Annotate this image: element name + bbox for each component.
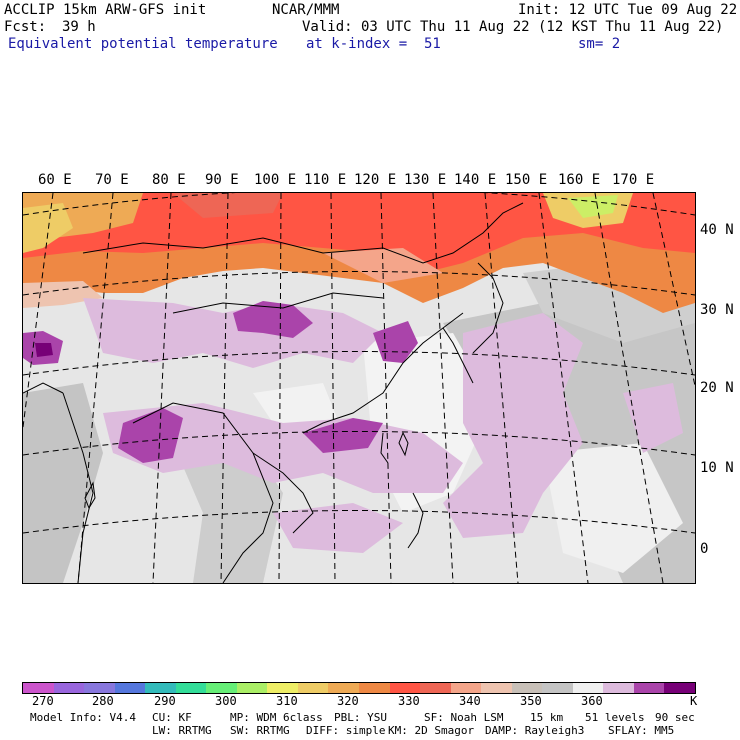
model-info-diff: DIFF: simple (306, 724, 386, 737)
colorbar-swatch (542, 683, 573, 693)
colorbar-tick-label: 280 (92, 694, 114, 708)
model-info-resolution: 15 km (530, 711, 564, 724)
colorbar-tick-label: 290 (154, 694, 176, 708)
colorbar-tick-label: 340 (459, 694, 481, 708)
lon-label: 80 E (152, 172, 186, 188)
colorbar-swatch (297, 683, 329, 693)
institution: NCAR/MMM (272, 2, 340, 18)
valid-time: Valid: 03 UTC Thu 11 Aug 22 (12 KST Thu … (302, 19, 724, 35)
colorbar-swatch (420, 683, 451, 693)
map-panel (22, 192, 696, 584)
level-index: at k-index = 51 (306, 36, 441, 52)
colorbar-swatch (359, 683, 390, 693)
lat-label: 30 N (700, 302, 734, 318)
lon-label: 60 E (38, 172, 72, 188)
colorbar-swatch (481, 683, 512, 693)
lon-label: 140 E (454, 172, 497, 188)
colorbar-swatch (267, 683, 298, 693)
lon-label: 100 E (254, 172, 297, 188)
init-time: Init: 12 UTC Tue 09 Aug 22 (518, 2, 738, 18)
colorbar-tick-label: 360 (581, 694, 603, 708)
model-info-levels: 51 levels (585, 711, 645, 724)
colorbar-swatch (511, 683, 543, 693)
lon-label: 70 E (95, 172, 129, 188)
lon-label: 170 E (612, 172, 655, 188)
lat-label: 0 (700, 541, 709, 557)
fcst-value: 39 h (62, 19, 96, 35)
model-info-cu: CU: KF (152, 711, 192, 724)
colorbar-swatch (328, 683, 360, 693)
colorbar-swatch (206, 683, 237, 693)
run-title: ACCLIP 15km ARW-GFS init (4, 2, 207, 18)
model-info-km: KM: 2D Smagor (388, 724, 475, 737)
colorbar-swatch (145, 683, 176, 693)
model-info-version: Model Info: V4.4 (30, 711, 136, 724)
model-info-mp: MP: WDM 6class (230, 711, 323, 724)
lon-label: 130 E (404, 172, 447, 188)
model-info-timestep: 90 sec (655, 711, 695, 724)
lat-label: 40 N (700, 222, 734, 238)
smoothing: sm= 2 (578, 36, 621, 52)
lon-label: 120 E (354, 172, 397, 188)
model-info-pbl: PBL: YSU (334, 711, 387, 724)
colorbar-tick-label: 300 (215, 694, 237, 708)
colorbar-unit: K (690, 694, 698, 708)
colorbar-swatch (450, 683, 482, 693)
colorbar-swatch (53, 683, 85, 693)
colorbar-swatch (114, 683, 146, 693)
lon-label: 110 E (304, 172, 347, 188)
lon-label: 160 E (558, 172, 601, 188)
model-info-damp: DAMP: Rayleigh3 (485, 724, 585, 737)
colorbar-swatch (633, 683, 665, 693)
model-info-sflay: SFLAY: MM5 (608, 724, 675, 737)
model-info-lw: LW: RRTMG (152, 724, 212, 737)
colorbar-swatch (664, 683, 696, 693)
colorbar-tick-label: 310 (276, 694, 298, 708)
colorbar-swatch (84, 683, 115, 693)
colorbar-tick-label: 270 (32, 694, 54, 708)
colorbar-tick-label: 320 (337, 694, 359, 708)
colorbar-swatch (23, 683, 54, 693)
colorbar-swatch (236, 683, 268, 693)
lat-label: 20 N (700, 380, 734, 396)
field-name: Equivalent potential temperature (8, 36, 278, 52)
colorbar (22, 682, 696, 694)
colorbar-swatch (389, 683, 421, 693)
colorbar-swatch (175, 683, 207, 693)
lon-label: 90 E (205, 172, 239, 188)
lon-label: 150 E (505, 172, 548, 188)
colorbar-tick-label: 350 (520, 694, 542, 708)
colorbar-swatch (572, 683, 604, 693)
theta-e-field (23, 193, 695, 583)
colorbar-swatch (603, 683, 634, 693)
colorbar-tick-label: 330 (398, 694, 420, 708)
model-info-sw: SW: RRTMG (230, 724, 290, 737)
fcst-label: Fcst: (4, 19, 47, 35)
lat-label: 10 N (700, 460, 734, 476)
model-info-sf: SF: Noah LSM (424, 711, 504, 724)
